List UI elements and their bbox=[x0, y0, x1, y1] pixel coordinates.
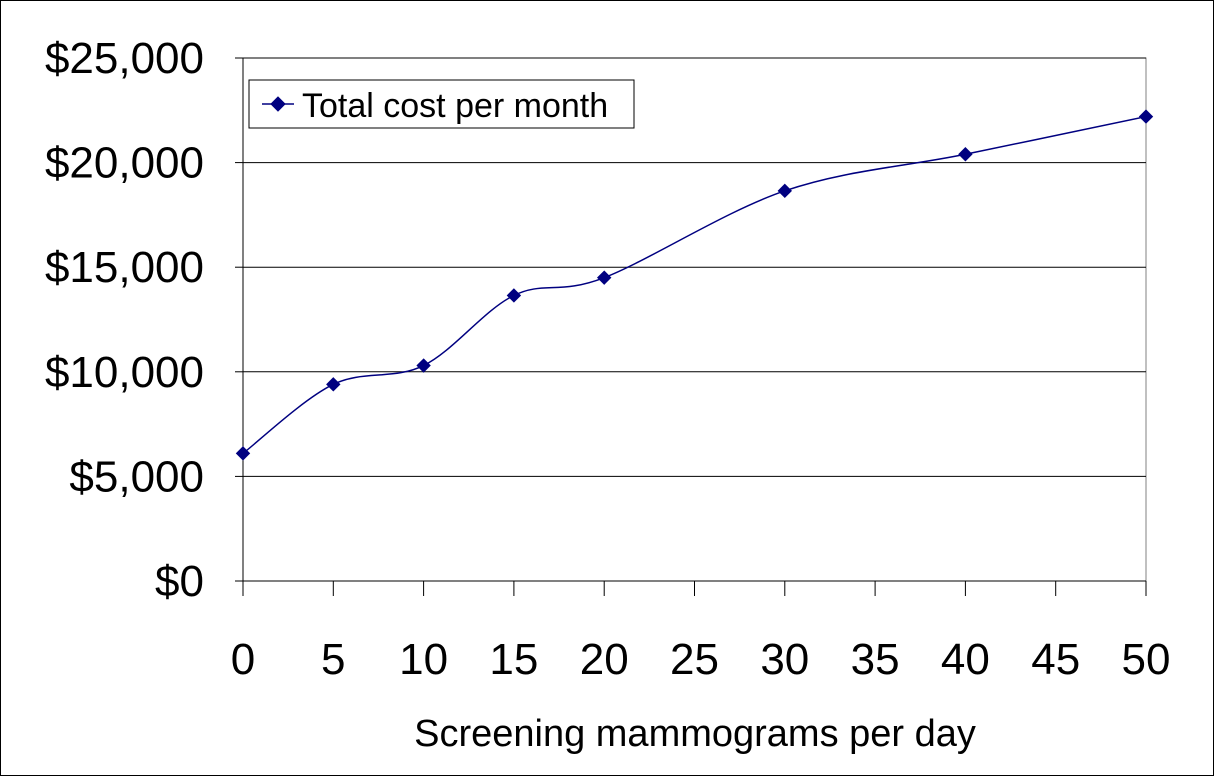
x-tick-label: 30 bbox=[760, 635, 809, 684]
x-tick-label: 45 bbox=[1031, 635, 1080, 684]
data-point-marker bbox=[235, 446, 251, 461]
gridlines bbox=[243, 57, 1146, 477]
x-axis-title: Screening mammograms per day bbox=[414, 713, 976, 755]
data-point-marker bbox=[506, 288, 522, 303]
data-point-marker bbox=[1138, 109, 1154, 124]
data-point-marker bbox=[416, 358, 431, 373]
data-point-marker bbox=[958, 147, 973, 162]
y-tick-label: $5,000 bbox=[69, 452, 204, 501]
data-point-marker bbox=[596, 270, 612, 285]
plot-area bbox=[242, 57, 1147, 582]
data-point-marker bbox=[777, 183, 793, 199]
axes bbox=[235, 57, 1147, 596]
legend-marker-diamond bbox=[270, 96, 286, 112]
x-tick-label: 0 bbox=[231, 635, 255, 684]
y-tick-label: $25,000 bbox=[45, 34, 204, 83]
y-tick-label: $15,000 bbox=[45, 243, 204, 292]
x-tick-label: 20 bbox=[580, 635, 629, 684]
x-tick-label: 25 bbox=[670, 635, 719, 684]
y-tick-labels: $0 $5,000 $10,000 $15,000 $20,000 $25,000 bbox=[45, 34, 204, 606]
x-tick-label: 35 bbox=[851, 635, 900, 684]
x-tick-label: 5 bbox=[321, 635, 345, 684]
x-tick-label: 10 bbox=[399, 635, 448, 684]
x-tick-label: 15 bbox=[489, 635, 538, 684]
x-tick-label: 50 bbox=[1122, 635, 1171, 684]
y-tick-label: $0 bbox=[155, 557, 204, 606]
legend: Total cost per month bbox=[248, 79, 635, 129]
data-point-marker bbox=[326, 377, 341, 392]
legend-label: Total cost per month bbox=[302, 87, 608, 125]
legend-box bbox=[248, 79, 635, 129]
y-tick-label: $10,000 bbox=[45, 348, 204, 397]
y-tick-label: $20,000 bbox=[45, 139, 204, 188]
x-tick-label: 40 bbox=[941, 635, 990, 684]
series-group bbox=[235, 109, 1154, 461]
x-tick-labels: 0 5 10 15 20 25 30 35 40 45 50 bbox=[231, 635, 1171, 684]
